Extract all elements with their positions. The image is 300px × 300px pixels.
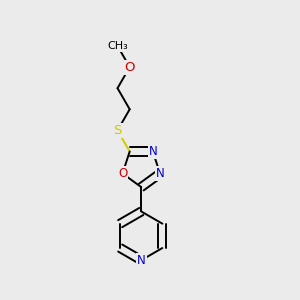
Text: N: N: [156, 167, 164, 180]
Text: N: N: [148, 145, 157, 158]
Text: N: N: [137, 254, 146, 267]
Text: S: S: [113, 124, 122, 137]
Text: O: O: [118, 167, 127, 180]
Text: CH₃: CH₃: [107, 41, 128, 51]
Text: O: O: [124, 61, 135, 74]
